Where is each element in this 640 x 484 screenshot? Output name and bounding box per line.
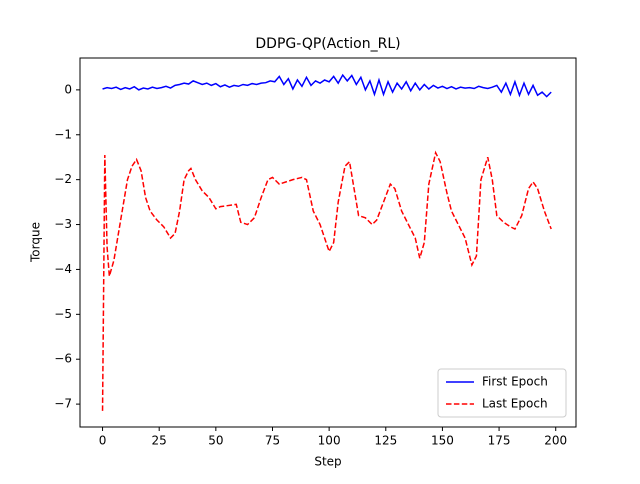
y-tick-label: 0 [64, 82, 72, 96]
y-tick-label: −4 [54, 262, 72, 276]
legend-box [437, 368, 567, 418]
x-tick-label: 150 [431, 434, 454, 448]
x-tick-label: 175 [488, 434, 511, 448]
y-tick-label: −6 [54, 352, 72, 366]
x-tick-label: 125 [374, 434, 397, 448]
y-tick-label: −5 [54, 307, 72, 321]
chart-title: DDPG-QP(Action_RL) [255, 36, 400, 52]
x-tick-label: 25 [152, 434, 167, 448]
y-tick-label: −3 [54, 217, 72, 231]
legend-label: Last Epoch [482, 397, 548, 411]
x-tick-label: 50 [208, 434, 223, 448]
x-tick-label: 200 [544, 434, 567, 448]
plot-frame [79, 57, 577, 428]
x-tick-label: 75 [265, 434, 280, 448]
x-tick-label: 100 [318, 434, 341, 448]
x-axis-label: Step [314, 455, 341, 469]
y-axis-label: Torque [29, 222, 43, 263]
y-tick-label: −2 [54, 172, 72, 186]
y-tick-label: −7 [54, 397, 72, 411]
x-tick-label: 0 [99, 434, 107, 448]
data-line [101, 150, 552, 411]
y-tick-label: −1 [54, 127, 72, 141]
data-line [102, 73, 552, 98]
legend-label: First Epoch [482, 375, 548, 389]
